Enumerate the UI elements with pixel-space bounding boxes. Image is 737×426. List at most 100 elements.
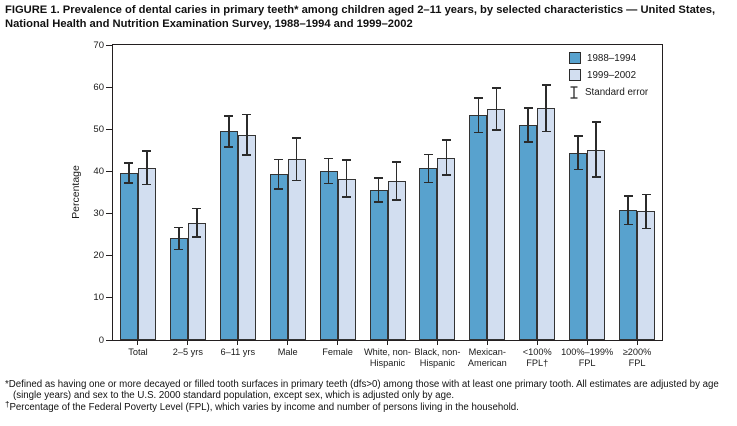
- footnote-marker: *: [5, 379, 9, 390]
- error-bar-1988-1994-2-5-yrs: [178, 227, 180, 250]
- error-bar-cap-1999-2002-100-fpl: [541, 130, 551, 133]
- bar-1999-2002-100-fpl: [537, 108, 556, 340]
- error-bar-1999-2002-total: [146, 150, 148, 185]
- error-bar-1988-1994-200-fpl: [627, 195, 629, 225]
- x-tick-200-fpl: [636, 341, 638, 345]
- legend-item-1999-2002: 1999–2002: [569, 69, 648, 81]
- x-tick-total: [137, 341, 139, 345]
- error-bar-1988-1994-male: [277, 159, 280, 190]
- x-label-black-non-hispanic: Black, non- Hispanic: [414, 347, 461, 368]
- error-bar-cap-1988-1994-black-non-hispanic: [423, 153, 433, 156]
- bar-1999-2002-6-11-yrs: [237, 134, 256, 340]
- error-bar-1988-1994-black-non-hispanic: [427, 154, 430, 183]
- error-bar-cap-1988-1994-mexican-american: [473, 97, 483, 99]
- error-bar-cap-1999-2002-female: [342, 159, 352, 161]
- bar-1988-1994-black-non-hispanic: [419, 168, 438, 340]
- error-bar-cap-1999-2002-mexican-american: [491, 129, 501, 131]
- error-bar-1988-1994-100-fpl: [527, 108, 529, 142]
- error-bar-cap-1988-1994-100-fpl: [523, 107, 533, 109]
- error-bar-cap-1999-2002-white-non-hispanic: [392, 161, 401, 163]
- error-bar-1999-2002-white-non-hispanic: [395, 162, 398, 201]
- bar-1999-2002-total: [137, 167, 156, 340]
- x-label-white-non-hispanic: White, non- Hispanic: [364, 347, 411, 368]
- bar-1999-2002-200-fpl: [637, 211, 656, 340]
- error-bar-cap-1988-1994-white-non-hispanic: [374, 177, 383, 179]
- error-bar-1999-2002-female: [345, 160, 348, 198]
- error-bar-cap-1988-1994-white-non-hispanic: [374, 201, 383, 203]
- error-bar-1999-2002-6-11-yrs: [246, 114, 248, 155]
- error-bar-1999-2002-2-5-yrs: [196, 208, 198, 238]
- error-bar-cap-1988-1994-2-5-yrs: [174, 226, 184, 229]
- bar-1999-2002-mexican-american: [487, 109, 506, 340]
- y-tick-label-70: 70: [93, 39, 104, 51]
- x-label-2-5-yrs: 2–5 yrs: [172, 347, 203, 357]
- error-bar-cap-1988-1994-female: [324, 157, 334, 160]
- bar-1988-1994-200-fpl: [619, 210, 638, 340]
- error-bar-cap-1999-2002-total: [142, 150, 152, 152]
- bar-1999-2002-black-non-hispanic: [437, 157, 456, 340]
- y-tick-label-0: 0: [98, 334, 104, 346]
- error-bar-1999-2002-200-fpl: [645, 194, 647, 229]
- x-tick-white-non-hispanic: [387, 341, 388, 345]
- legend-item-standard-error: Standard error: [569, 85, 649, 99]
- footnote-dagger: †Percentage of the Federal Poverty Level…: [5, 400, 734, 413]
- x-tick-2-5-yrs: [187, 341, 189, 345]
- error-bar-cap-1999-2002-200-fpl: [641, 193, 651, 196]
- x-label-100-fpl: <100% FPL†: [522, 347, 552, 368]
- error-bar-cap-1999-2002-100-199-fpl: [591, 176, 601, 178]
- bar-1988-1994-mexican-american: [469, 115, 488, 340]
- x-label-total: Total: [128, 347, 148, 357]
- legend-item-1988-1994: 1988–1994: [569, 52, 648, 64]
- error-bar-cap-1999-2002-2-5-yrs: [192, 236, 202, 238]
- bar-1999-2002-white-non-hispanic: [387, 181, 406, 340]
- error-bar-1999-2002-100-199-fpl: [595, 122, 597, 177]
- plot-area: 1988–1994 1999–2002 Standard error: [112, 44, 663, 341]
- bar-1988-1994-total: [119, 173, 138, 340]
- x-tick-mexican-american: [486, 341, 488, 345]
- x-label-100-199-fpl: 100%–199% FPL: [561, 347, 614, 368]
- error-bar-cap-1988-1994-100-199-fpl: [573, 168, 583, 171]
- bar-1988-1994-100-fpl: [519, 125, 538, 340]
- x-label-6-11-yrs: 6–11 yrs: [220, 347, 256, 357]
- error-bar-cap-1988-1994-2-5-yrs: [174, 248, 184, 251]
- error-bar-cap-1988-1994-total: [124, 162, 134, 164]
- error-bar-cap-1999-2002-6-11-yrs: [242, 154, 252, 156]
- error-bar-1988-1994-total: [128, 163, 130, 184]
- bar-1988-1994-100-199-fpl: [569, 152, 588, 340]
- error-bar-1999-2002-black-non-hispanic: [445, 140, 448, 175]
- y-tick-70: [106, 44, 112, 46]
- y-tick-50: [106, 128, 112, 130]
- error-bar-cap-1988-1994-100-199-fpl: [573, 135, 583, 137]
- error-bar-1988-1994-6-11-yrs: [228, 115, 230, 147]
- error-bar-cap-1999-2002-total: [142, 183, 152, 186]
- footnotes: *Defined as having one or more decayed o…: [5, 379, 734, 413]
- y-tick-label-30: 30: [93, 208, 104, 220]
- footnote-text: Defined as having one or more decayed or…: [8, 379, 719, 402]
- footnote-text: Percentage of the Federal Poverty Level …: [9, 401, 519, 413]
- x-tick-male: [287, 341, 289, 345]
- error-bar-1999-2002-male: [295, 138, 298, 181]
- bar-1999-2002-2-5-yrs: [187, 222, 206, 340]
- footnote-asterisk: *Defined as having one or more decayed o…: [5, 379, 734, 402]
- error-bar-1988-1994-female: [327, 158, 330, 184]
- bar-1988-1994-female: [319, 171, 338, 340]
- error-bar-cap-1999-2002-male: [292, 137, 302, 139]
- error-bar-1999-2002-mexican-american: [495, 87, 498, 131]
- legend: 1988–1994 1999–2002 Standard error: [569, 52, 648, 103]
- error-bar-cap-1988-1994-male: [274, 158, 284, 161]
- error-bar-cap-1988-1994-male: [274, 188, 284, 190]
- error-bar-cap-1988-1994-total: [124, 182, 134, 184]
- y-tick-label-20: 20: [93, 250, 104, 262]
- error-bar-1999-2002-100-fpl: [545, 85, 547, 132]
- error-bar-cap-1999-2002-black-non-hispanic: [441, 174, 451, 176]
- y-tick-label-10: 10: [93, 292, 104, 304]
- legend-swatch-1999-2002: [569, 69, 581, 81]
- legend-label-standard-error: Standard error: [585, 86, 649, 98]
- y-tick-0: [106, 339, 112, 341]
- error-bar-cap-1999-2002-mexican-american: [491, 87, 501, 89]
- x-label-male: Male: [277, 347, 298, 357]
- y-tick-20: [106, 255, 112, 257]
- y-tick-label-50: 50: [93, 123, 104, 135]
- y-tick-40: [106, 170, 112, 172]
